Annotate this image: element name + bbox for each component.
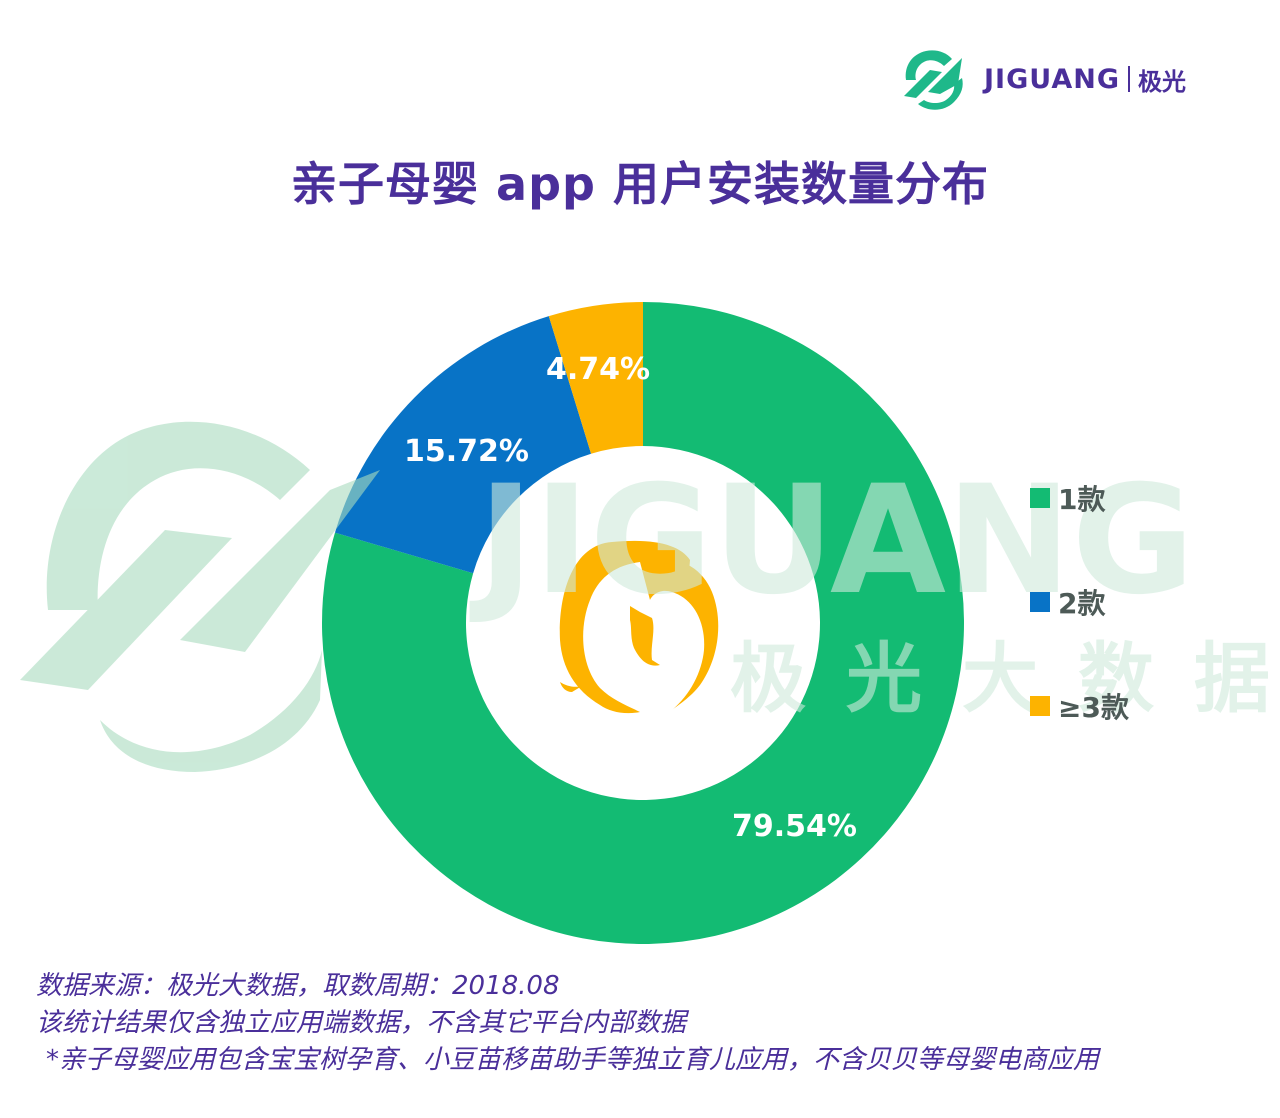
slice-label-3: 4.74% — [546, 352, 650, 387]
svg-text:极光大数据: 极光大数据 — [730, 634, 1280, 723]
mother-and-baby-icon — [559, 540, 719, 714]
donut-slice-1 — [321, 302, 964, 945]
legend-swatch-3 — [1030, 696, 1050, 716]
definition-note: *亲子母婴应用包含宝宝树孕育、小豆苗移苗助手等独立育儿应用，不含贝贝等母婴电商应… — [46, 1045, 1100, 1075]
donut-slice-2 — [334, 316, 592, 574]
legend-swatch-1 — [1030, 488, 1050, 508]
donut-chart — [321, 302, 964, 945]
data-source-note: 数据来源：极光大数据，取数周期：2018.08 — [36, 971, 560, 1001]
legend-item-1: 1款 — [1030, 478, 1105, 518]
slice-label-1: 79.54% — [732, 809, 857, 844]
slice-label-2: 15.72% — [404, 434, 529, 469]
brand-name: JIGUANG — [984, 63, 1121, 95]
jiguang-logo-icon — [904, 50, 963, 110]
legend-label-1: 1款 — [1058, 483, 1106, 516]
logo-divider — [1128, 66, 1131, 92]
watermark-text: JIGUANG 极光大数据 — [469, 454, 1280, 723]
scope-note: 该统计结果仅含独立应用端数据，不含其它平台内部数据 — [36, 1008, 687, 1038]
watermark-logo — [20, 421, 380, 772]
legend-label-3: ≥3款 — [1058, 691, 1129, 724]
brand-logo: JIGUANG 极光 — [900, 44, 1186, 114]
footer-notes: 数据来源：极光大数据，取数周期：2018.08 该统计结果仅含独立应用端数据，不… — [36, 968, 1099, 1079]
chart-title: 亲子母婴 app 用户安装数量分布 — [291, 157, 989, 211]
legend-item-2: 2款 — [1030, 582, 1105, 622]
legend-item-3: ≥3款 — [1030, 686, 1129, 726]
legend-swatch-2 — [1030, 592, 1050, 612]
legend-label-2: 2款 — [1058, 587, 1106, 620]
brand-name-cn: 极光 — [1138, 67, 1187, 96]
donut-slice-3 — [548, 302, 643, 454]
svg-text:JIGUANG: JIGUANG — [469, 454, 1195, 628]
